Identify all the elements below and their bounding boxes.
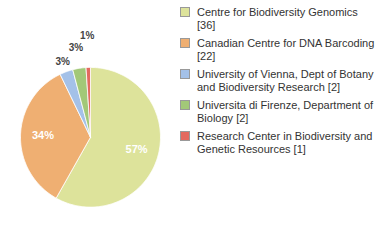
html-text:Universita di Firenze, Departm: Universita di Firenze, Department of Bio…: [197, 99, 374, 124]
html-text:Research Center in Biodiversit: Research Center in Biodiversity and Gene…: [197, 130, 373, 155]
svg-text:1%: 1%: [80, 30, 95, 41]
html-text:Canadian Centre for DNA Barcod: Canadian Centre for DNA Barcoding [22]: [197, 37, 375, 62]
html-text:Centre for Biodiversity Genomi: Centre for Biodiversity Genomics [36]: [197, 6, 358, 31]
svg-text:57%: 57%: [126, 143, 148, 155]
svg-text:34%: 34%: [32, 129, 54, 141]
svg-text:3%: 3%: [55, 56, 70, 67]
html-text:University of Vienna, Dept of: University of Vienna, Dept of Botany and…: [197, 68, 374, 93]
svg-text:3%: 3%: [69, 42, 84, 53]
